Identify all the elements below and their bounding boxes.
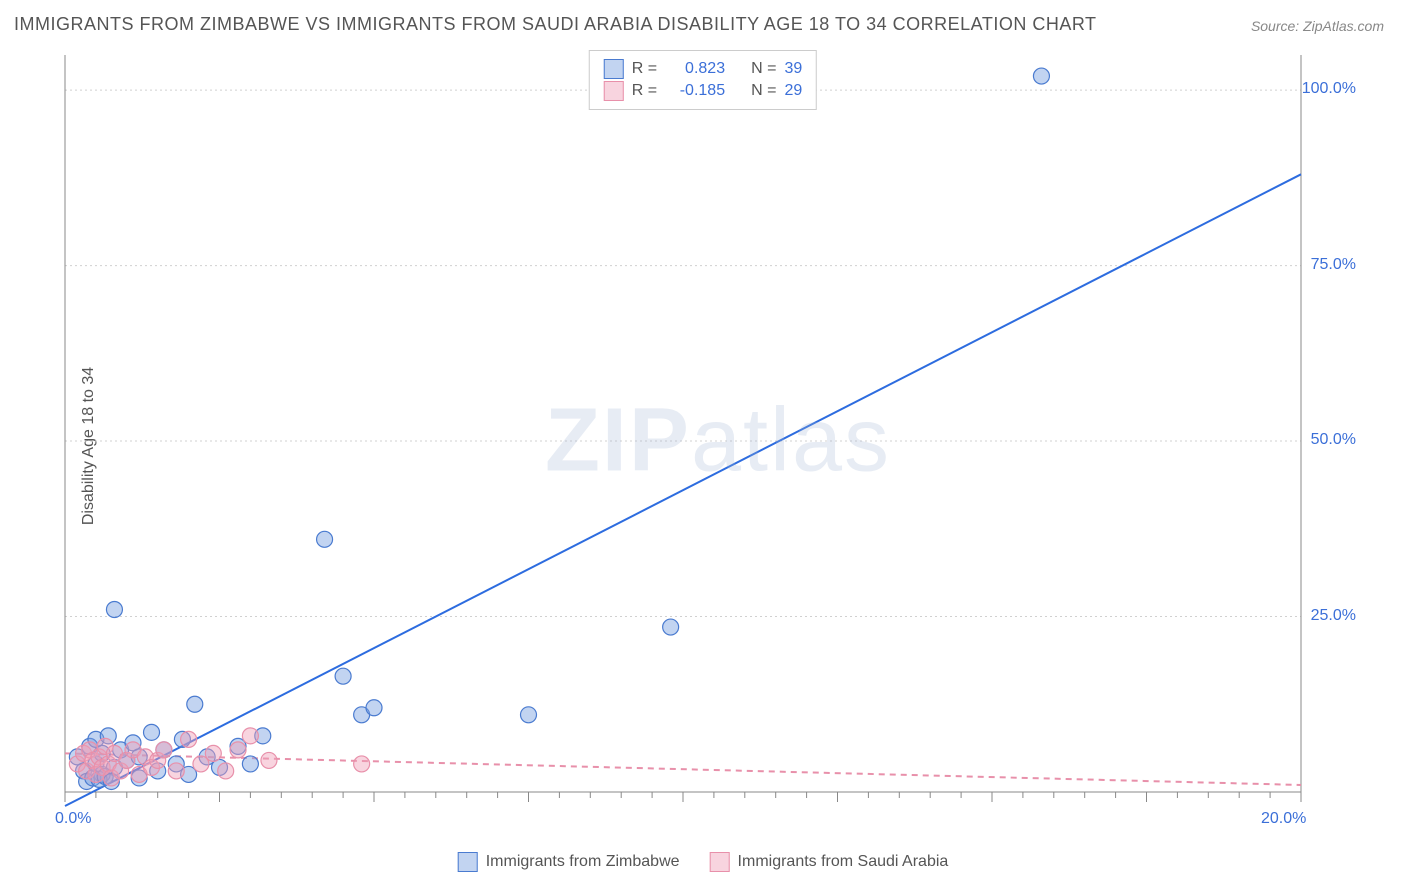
- n-value-zimbabwe: 39: [784, 60, 802, 78]
- swatch-zimbabwe: [604, 59, 624, 79]
- r-value-saudi: -0.185: [665, 82, 725, 100]
- swatch-saudi-icon: [710, 852, 730, 872]
- source-attribution: Source: ZipAtlas.com: [1251, 18, 1384, 34]
- x-tick-label: 20.0%: [1261, 810, 1306, 828]
- correlation-legend: R = 0.823 N = 39 R = -0.185 N = 29: [589, 50, 817, 110]
- chart-title: IMMIGRANTS FROM ZIMBABWE VS IMMIGRANTS F…: [14, 14, 1097, 35]
- y-tick-label: 25.0%: [1311, 607, 1356, 625]
- r-label: R =: [632, 82, 657, 100]
- legend-label-zimbabwe: Immigrants from Zimbabwe: [486, 853, 680, 871]
- swatch-zimbabwe-icon: [458, 852, 478, 872]
- series-legend: Immigrants from Zimbabwe Immigrants from…: [458, 852, 949, 872]
- legend-row-saudi: R = -0.185 N = 29: [604, 81, 802, 101]
- n-value-saudi: 29: [784, 82, 802, 100]
- source-label: Source:: [1251, 18, 1299, 34]
- swatch-saudi: [604, 81, 624, 101]
- chart-svg: [50, 50, 1386, 832]
- legend-item-saudi: Immigrants from Saudi Arabia: [710, 852, 949, 872]
- legend-row-zimbabwe: R = 0.823 N = 39: [604, 59, 802, 79]
- y-tick-label: 75.0%: [1311, 256, 1356, 274]
- legend-label-saudi: Immigrants from Saudi Arabia: [738, 853, 949, 871]
- chart-plot-area: ZIPatlas 0.0%20.0%25.0%50.0%75.0%100.0%: [50, 50, 1386, 832]
- legend-item-zimbabwe: Immigrants from Zimbabwe: [458, 852, 680, 872]
- x-tick-label: 0.0%: [55, 810, 91, 828]
- n-label: N =: [751, 60, 776, 78]
- y-tick-label: 50.0%: [1311, 431, 1356, 449]
- source-name: ZipAtlas.com: [1303, 18, 1384, 34]
- n-label: N =: [751, 82, 776, 100]
- r-value-zimbabwe: 0.823: [665, 60, 725, 78]
- r-label: R =: [632, 60, 657, 78]
- y-tick-label: 100.0%: [1302, 80, 1356, 98]
